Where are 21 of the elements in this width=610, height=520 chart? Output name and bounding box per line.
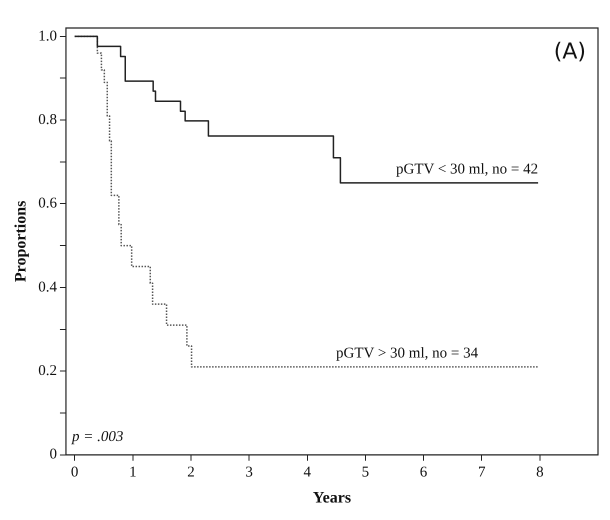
x-tick-label: 1 [129,464,137,481]
x-tick-label: 5 [362,464,370,481]
annotation: (A) [554,40,586,65]
x-tick-label: 8 [536,464,544,481]
x-tick-label: 7 [478,464,486,481]
x-axis-title: Years [312,490,352,507]
y-tick-label: 0.8 [38,112,57,128]
y-tick-label: 0 [49,446,57,463]
series-label: pGTV > 30 ml, no = 34 [336,345,479,362]
y-axis-title: Proportions [12,200,30,282]
x-tick-label: 0 [70,464,78,481]
x-tick-label: 2 [187,464,195,481]
x-tick-label: 4 [304,464,312,481]
y-tick-label: 0.2 [38,363,57,380]
y-tick-label: 0.6 [38,196,58,212]
x-tick-label: 3 [245,464,253,481]
x-tick-label: 6 [420,464,428,481]
y-tick-label: 1.0 [38,28,57,44]
y-tick-label: 0.4 [38,279,58,296]
series-label: pGTV < 30 ml, no = 42 [396,161,538,178]
annotation: p = .003 [70,429,124,446]
